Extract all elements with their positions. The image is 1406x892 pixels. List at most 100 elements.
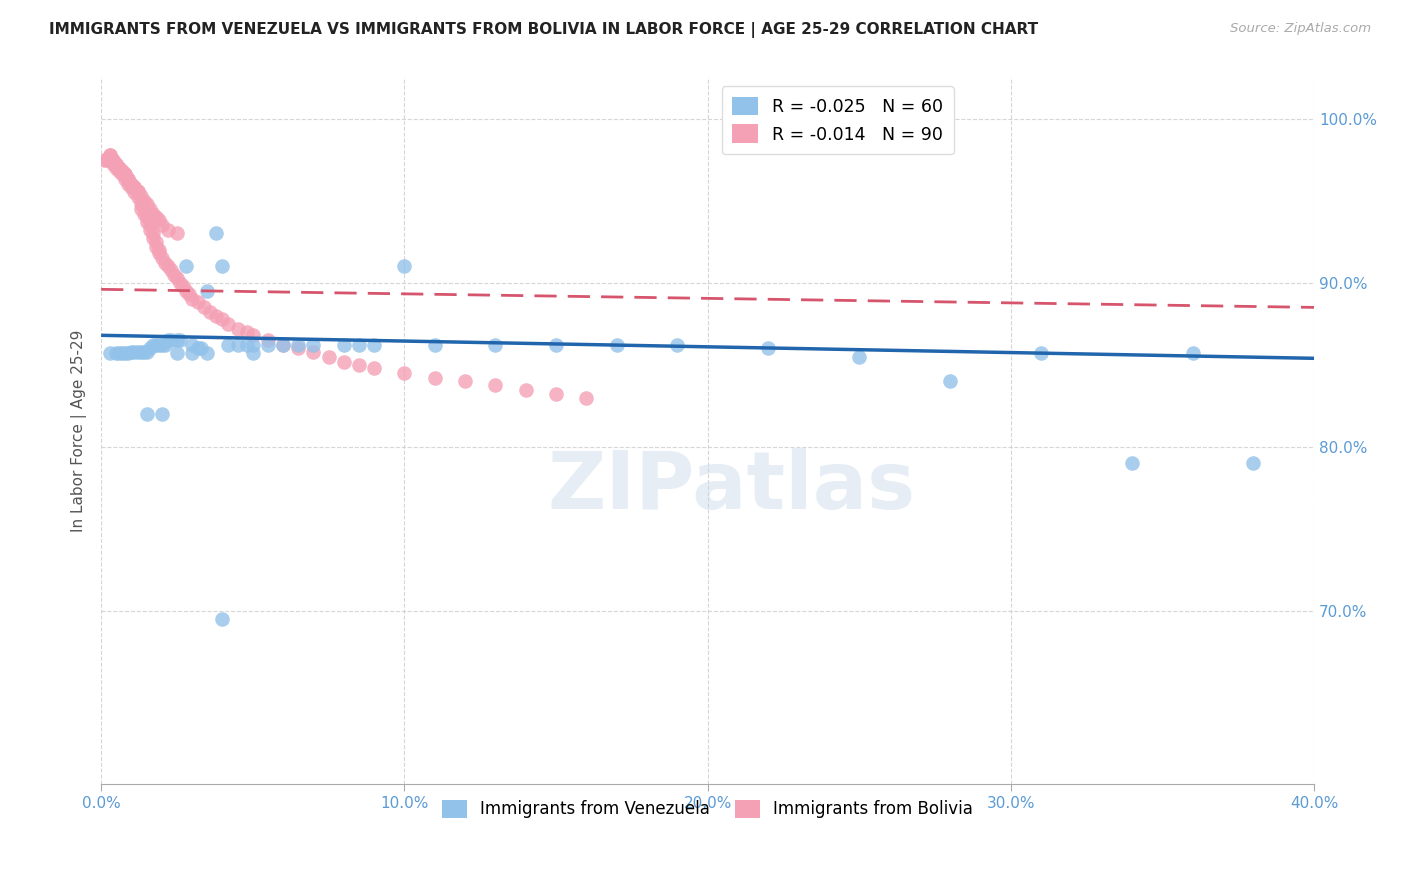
Point [169, 333, 191, 347]
Point [195, 346, 218, 360]
Point [181, 292, 204, 306]
Point [394, 366, 416, 380]
Point [575, 391, 598, 405]
Point [211, 612, 233, 626]
Point [108, 161, 131, 175]
Point [124, 344, 146, 359]
Point [105, 346, 128, 360]
Point [332, 338, 354, 352]
Point [150, 407, 173, 421]
Point [105, 157, 128, 171]
Point [138, 223, 160, 237]
Point [257, 333, 280, 347]
Point [347, 358, 370, 372]
Point [117, 172, 139, 186]
Point [218, 317, 240, 331]
Point [127, 186, 149, 200]
Point [939, 374, 962, 388]
Point [142, 338, 165, 352]
Text: Source: ZipAtlas.com: Source: ZipAtlas.com [1230, 22, 1371, 36]
Point [153, 256, 176, 270]
Point [108, 161, 131, 175]
Point [848, 350, 870, 364]
Point [96, 153, 118, 167]
Point [105, 161, 128, 175]
Point [174, 284, 197, 298]
Point [124, 180, 146, 194]
Point [363, 338, 385, 352]
Point [257, 338, 280, 352]
Point [98, 346, 121, 360]
Point [423, 371, 446, 385]
Point [98, 147, 121, 161]
Point [193, 301, 215, 315]
Point [156, 223, 179, 237]
Point [1181, 346, 1204, 360]
Point [148, 213, 170, 227]
Point [114, 167, 136, 181]
Point [145, 235, 167, 249]
Point [666, 338, 689, 352]
Point [544, 387, 567, 401]
Point [142, 227, 165, 241]
Point [138, 342, 160, 356]
Point [114, 346, 136, 360]
Point [150, 219, 173, 233]
Point [394, 260, 416, 274]
Point [218, 338, 240, 352]
Point [242, 346, 264, 360]
Point [135, 344, 157, 359]
Point [200, 305, 222, 319]
Point [211, 260, 233, 274]
Point [114, 167, 136, 181]
Text: IMMIGRANTS FROM VENEZUELA VS IMMIGRANTS FROM BOLIVIA IN LABOR FORCE | AGE 25-29 : IMMIGRANTS FROM VENEZUELA VS IMMIGRANTS … [49, 22, 1039, 38]
Point [302, 344, 325, 359]
Point [287, 338, 309, 352]
Point [132, 194, 155, 208]
Point [226, 322, 249, 336]
Point [129, 202, 152, 216]
Point [177, 287, 200, 301]
Point [318, 350, 340, 364]
Point [174, 260, 197, 274]
Point [242, 338, 264, 352]
Point [103, 154, 125, 169]
Point [169, 276, 191, 290]
Point [138, 202, 160, 216]
Point [302, 338, 325, 352]
Point [484, 377, 506, 392]
Point [148, 338, 170, 352]
Point [135, 197, 157, 211]
Point [1121, 457, 1143, 471]
Point [114, 172, 136, 186]
Point [454, 374, 477, 388]
Point [124, 186, 146, 200]
Point [172, 279, 194, 293]
Point [108, 346, 131, 360]
Point [111, 346, 134, 360]
Point [129, 344, 152, 359]
Point [148, 243, 170, 257]
Point [138, 219, 160, 233]
Point [120, 178, 142, 192]
Point [142, 231, 165, 245]
Point [166, 346, 188, 360]
Point [127, 190, 149, 204]
Point [129, 188, 152, 202]
Point [181, 338, 204, 352]
Point [127, 184, 149, 198]
Point [190, 342, 212, 356]
Point [132, 207, 155, 221]
Point [205, 227, 228, 241]
Point [98, 147, 121, 161]
Point [515, 383, 537, 397]
Point [1031, 346, 1053, 360]
Point [105, 157, 128, 171]
Point [135, 407, 157, 421]
Point [124, 180, 146, 194]
Point [544, 338, 567, 352]
Point [111, 167, 134, 181]
Point [120, 180, 142, 194]
Point [187, 342, 209, 356]
Point [148, 246, 170, 260]
